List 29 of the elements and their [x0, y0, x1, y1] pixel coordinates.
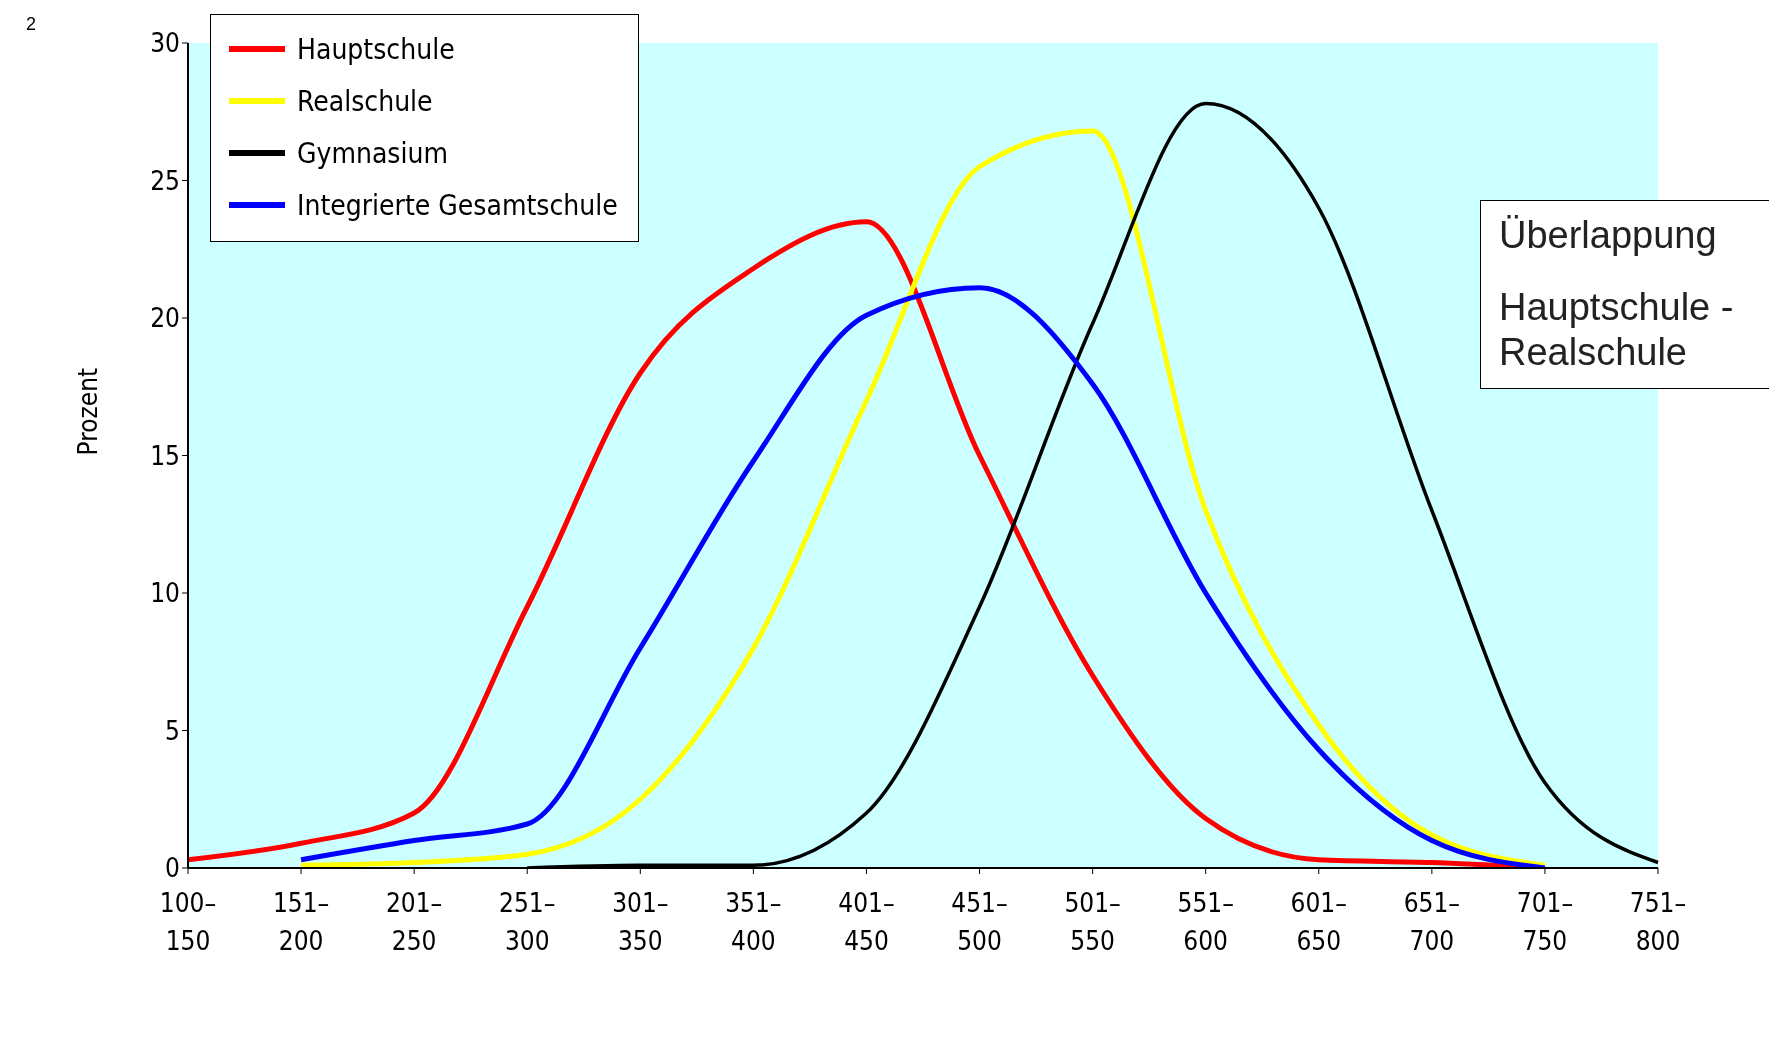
y-tick-label: 15 — [150, 440, 180, 471]
y-tick-label: 0 — [165, 853, 180, 884]
x-tick-label: 651–700 — [1403, 888, 1461, 956]
y-tick-label: 25 — [150, 165, 180, 196]
text: 2 — [26, 14, 37, 35]
x-tick-label: 251–300 — [499, 888, 556, 956]
x-tick-label: 751–800 — [1629, 888, 1687, 956]
x-tick-label: 100–150 — [159, 888, 217, 956]
y-tick-label: 5 — [165, 715, 180, 746]
y-tick-label: 30 — [150, 28, 180, 59]
x-tick-label: 301–350 — [612, 888, 669, 956]
annotation: Hauptschule - Realschule — [1499, 284, 1735, 376]
x-tick-label: 501–550 — [1064, 888, 1121, 956]
x-tick-label: 551–600 — [1177, 888, 1234, 956]
x-tick-label: 401–450 — [838, 888, 895, 956]
y-tick-label: 10 — [150, 578, 180, 609]
legend-label: Integrierte Gesamtschule — [297, 188, 618, 222]
x-tick-label: 151–200 — [272, 888, 330, 956]
x-tick-label: 201–250 — [385, 888, 443, 956]
x-tick-label: 351–400 — [725, 888, 782, 956]
x-tick-label: 451–500 — [951, 888, 1008, 956]
annotation: Überlappung — [1499, 213, 1718, 258]
legend-label: Hauptschule — [297, 32, 455, 66]
y-tick-label: 20 — [150, 303, 180, 334]
y-axis-title: Prozent — [73, 367, 104, 456]
x-tick-label: 701–750 — [1516, 888, 1574, 956]
x-tick-label: 601–650 — [1290, 888, 1347, 956]
legend-label: Realschule — [297, 84, 433, 118]
legend-label: Gymnasium — [297, 136, 449, 170]
